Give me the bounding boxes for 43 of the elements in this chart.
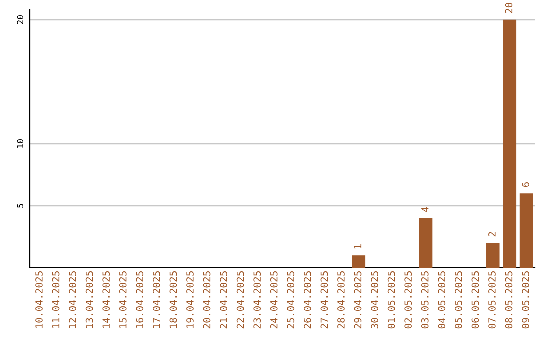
data-label: 20 [505,2,513,14]
x-tick-label: 08.05.2025 [505,272,513,329]
x-tick-label: 23.04.2025 [254,272,262,329]
bar [520,194,534,268]
x-tick-label: 04.05.2025 [438,272,446,329]
data-label: 1 [354,244,362,249]
x-tick-label: 07.05.2025 [488,272,496,329]
x-tick-label: 29.04.2025 [354,272,362,329]
x-tick-label: 22.04.2025 [236,272,244,329]
x-tick-label: 13.04.2025 [86,272,94,328]
bar [419,218,433,268]
bar [503,20,517,268]
x-tick-label: 20.04.2025 [203,272,211,329]
bar [352,256,366,268]
data-label: 4 [422,207,429,212]
x-tick-label: 17.04.2025 [153,272,160,328]
x-tick-label: 06.05.2025 [472,272,480,329]
x-tick-label: 25.04.2025 [287,272,295,329]
y-tick-label: 10 [17,139,24,148]
y-tick-label: 20 [17,15,24,24]
bar [486,243,500,268]
x-tick-label: 09.05.2025 [522,272,530,329]
x-tick-label: 16.04.2025 [136,272,144,328]
x-tick-label: 05.05.2025 [454,272,462,329]
data-label: 6 [522,182,530,188]
x-tick-label: 21.04.2025 [220,272,228,329]
x-tick-label: 12.04.2025 [69,272,76,328]
x-tick-label: 24.04.2025 [270,272,278,329]
x-tick-label: 15.04.2025 [119,272,127,328]
x-tick-label: 03.05.2025 [421,272,429,329]
x-tick-label: 02.05.2025 [404,272,412,329]
x-tick-label: 01.05.2025 [388,272,396,329]
y-tick-label: 5 [17,204,24,208]
x-tick-label: 28.04.2025 [338,272,345,329]
x-tick-label: 30.04.2025 [371,272,378,329]
x-tick-label: 11.04.2025 [52,272,60,328]
x-tick-label: 27.04.2025 [320,272,328,329]
x-tick-label: 10.04.2025 [36,272,43,328]
x-tick-label: 19.04.2025 [186,272,194,328]
x-tick-label: 14.04.2025 [102,272,110,328]
data-label: 2 [488,232,496,237]
x-tick-label: 18.04.2025 [170,272,178,328]
x-tick-label: 26.04.2025 [304,272,312,329]
